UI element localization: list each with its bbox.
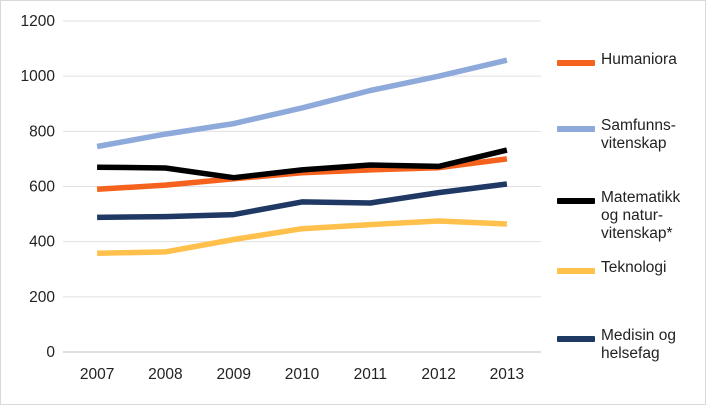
legend-swatch	[557, 60, 595, 66]
y-tick-label: 1200	[21, 13, 56, 30]
y-tick-label: 200	[29, 289, 55, 306]
y-tick-label: 1000	[21, 68, 56, 85]
y-tick-label: 800	[29, 123, 55, 140]
legend-label: Medisin og helsefag	[601, 327, 676, 362]
legend: Humaniora Samfunns- vitenskap Matematikk o…	[557, 1, 706, 406]
x-tick-label: 2007	[80, 366, 114, 383]
legend-label: Samfunns- vitenskap	[601, 117, 676, 152]
x-tick-label: 2013	[490, 366, 524, 383]
plot-area: 0 200 400 600 800 1000 1200 2007 2008 2009 2010 201…	[21, 13, 541, 383]
y-tick-label: 0	[46, 344, 55, 361]
x-tick-label: 2010	[285, 366, 320, 383]
legend-label: Teknologi	[601, 259, 667, 276]
series-line	[97, 218, 508, 257]
legend-item: Samfunns- vitenskap	[557, 117, 676, 153]
series-line	[97, 147, 508, 181]
x-tick-label: 2009	[216, 366, 250, 383]
series-line	[97, 181, 508, 221]
legend-item: Medisin og helsefag	[557, 327, 676, 363]
legend-swatch	[557, 268, 595, 274]
legend-swatch	[557, 336, 595, 342]
x-tick-label: 2011	[354, 366, 387, 383]
series-line	[96, 57, 508, 150]
legend-swatch	[557, 126, 595, 132]
x-tick-label: 2012	[421, 366, 455, 383]
y-tick-label: 400	[29, 234, 55, 251]
legend-label: Humaniora	[601, 51, 677, 68]
y-tick-label: 600	[29, 179, 55, 196]
legend-swatch	[557, 198, 595, 204]
legend-item: Humaniora	[557, 51, 677, 69]
legend-item: Matematikk og natur- vitenskap*	[557, 189, 680, 243]
x-tick-label: 2008	[148, 366, 182, 383]
legend-label: Matematikk og natur- vitenskap*	[601, 189, 681, 242]
legend-item: Teknologi	[557, 259, 667, 277]
